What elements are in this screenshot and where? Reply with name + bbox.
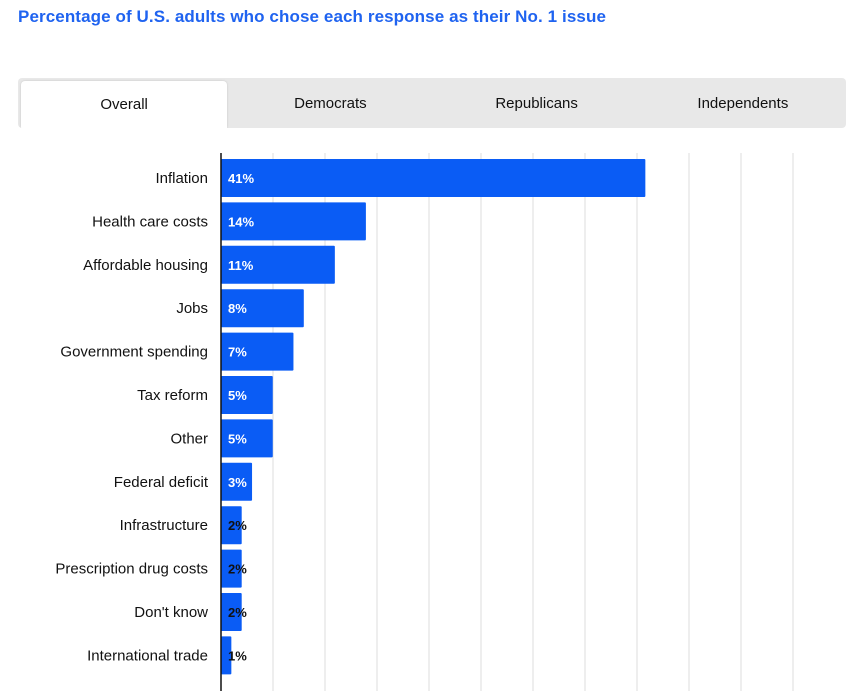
- bar: [221, 593, 242, 631]
- value-label: 5%: [228, 388, 247, 403]
- bar: [221, 506, 242, 545]
- category-label: Federal deficit: [114, 474, 209, 491]
- bar: [221, 549, 242, 588]
- value-label: 3%: [228, 475, 247, 490]
- bar: [221, 636, 232, 675]
- value-label: 2%: [228, 518, 247, 533]
- value-label: 7%: [228, 345, 247, 360]
- bar: [221, 159, 646, 197]
- bar: [221, 202, 366, 241]
- category-label: Jobs: [176, 300, 208, 317]
- tab-republicans[interactable]: Republicans: [495, 94, 578, 112]
- value-label: 14%: [228, 214, 254, 229]
- category-label: Tax reform: [137, 387, 208, 404]
- tab-overall[interactable]: Overall: [21, 81, 228, 128]
- category-label: Inflation: [155, 170, 208, 187]
- value-label: 2%: [228, 562, 247, 577]
- category-label: International trade: [87, 647, 208, 664]
- tab-independents[interactable]: Independents: [697, 94, 789, 112]
- tab-bar: Overall Democrats Republicans Independen…: [18, 78, 846, 128]
- category-label: Other: [170, 430, 208, 447]
- bar: [221, 419, 273, 458]
- value-label: 1%: [228, 648, 247, 663]
- value-label: 8%: [228, 301, 247, 316]
- category-label: Government spending: [60, 344, 208, 361]
- category-label: Prescription drug costs: [55, 561, 208, 578]
- value-label: 5%: [228, 431, 247, 446]
- bar: [221, 332, 294, 371]
- category-label: Infrastructure: [120, 517, 208, 534]
- category-label: Health care costs: [92, 213, 208, 230]
- value-label: 11%: [228, 258, 254, 273]
- tab-democrats[interactable]: Democrats: [294, 94, 367, 112]
- value-label: 2%: [228, 605, 247, 620]
- bar: [221, 289, 304, 328]
- bar: [221, 462, 253, 501]
- category-label: Don't know: [134, 604, 208, 621]
- value-label: 41%: [228, 171, 254, 186]
- chart-title: Percentage of U.S. adults who chose each…: [18, 7, 607, 26]
- bar: [221, 245, 335, 284]
- bar: [221, 376, 273, 414]
- category-label: Affordable housing: [83, 257, 208, 274]
